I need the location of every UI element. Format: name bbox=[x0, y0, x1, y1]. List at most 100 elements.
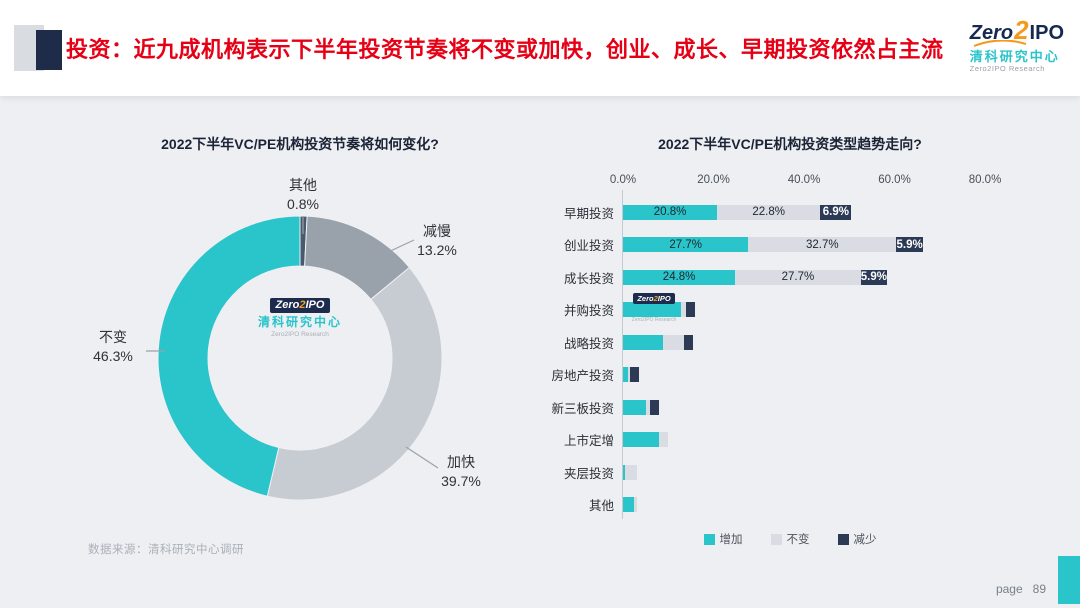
bar-segment-增加: 24.8% bbox=[623, 269, 736, 285]
page-title: 投资：近九成机构表示下半年投资节奏将不变或加快，创业、成长、早期投资依然占主流 bbox=[66, 37, 944, 62]
bar-track bbox=[623, 334, 985, 350]
bar-segment-不变 bbox=[681, 302, 686, 318]
bar-rows: 早期投资 20.8% 22.8% 6.9% 创业投资 27.7% 32.7% 5.9% 成长投资… bbox=[530, 196, 985, 521]
legend-item: 增加 bbox=[703, 531, 743, 547]
bar-row: 夹层投资 bbox=[530, 456, 985, 489]
bar-row: 成长投资 24.8% 27.7% 5.9% bbox=[530, 261, 985, 294]
bar-segment-增加 bbox=[623, 302, 682, 318]
bar-segment-增加 bbox=[623, 497, 635, 513]
x-axis-tick: 20.0% bbox=[697, 174, 730, 186]
bar-x-axis: 0.0% 20.0% 40.0% 60.0% 80.0% bbox=[610, 174, 1001, 190]
x-axis-tick: 40.0% bbox=[787, 174, 821, 186]
bar-segment-增加: 27.7% bbox=[623, 237, 749, 253]
donut-callout-value: 39.7% bbox=[441, 473, 481, 490]
bar-segment-减少: 5.9% bbox=[896, 237, 923, 253]
bar-row: 其他 bbox=[530, 489, 985, 522]
logo-en-text: Zero2IPO Research bbox=[969, 63, 1045, 73]
donut-slice bbox=[266, 266, 443, 501]
bar-track bbox=[623, 464, 985, 480]
donut-callout-value: 13.2% bbox=[417, 242, 457, 259]
donut-callout-value: 0.8% bbox=[287, 196, 319, 213]
bar-track: 24.8% 27.7% 5.9% bbox=[623, 269, 985, 285]
bar-segment-增加 bbox=[623, 464, 626, 480]
donut-callout-value: 46.3% bbox=[93, 348, 133, 365]
bar-legend: 增加 不变 减少 bbox=[570, 531, 1010, 547]
zero2ipo-logo: Zero 2 IPO 清科研究中心 Zero2IPO Research bbox=[970, 16, 1064, 73]
bar-segment-增加: 20.8% bbox=[623, 204, 718, 220]
donut-chart bbox=[157, 215, 443, 501]
bar-segment-增加 bbox=[623, 432, 659, 448]
bar-segment-减少: 5.9% bbox=[860, 269, 888, 285]
donut-callout-label: 不变 bbox=[99, 329, 127, 345]
bar-category-label: 战略投资 bbox=[563, 336, 614, 351]
bar-row: 新三板投资 bbox=[530, 391, 985, 424]
bar-segment-不变: 27.7% bbox=[735, 269, 861, 285]
donut-callout-slow: 减慢 13.2% bbox=[404, 222, 470, 261]
donut-callout-label: 加快 bbox=[447, 454, 475, 470]
x-axis-tick: 80.0% bbox=[968, 174, 1002, 186]
bar-chart-title: 2022下半年VC/PE机构投资类型趋势走向? bbox=[658, 136, 922, 152]
header-accent-navy bbox=[36, 30, 62, 70]
bar-row: 上市定增 bbox=[530, 424, 985, 457]
bar-track: 20.8% 22.8% 6.9% bbox=[623, 204, 985, 220]
bar-segment-减少 bbox=[650, 399, 660, 415]
bar-track bbox=[623, 432, 985, 448]
bar-category-label: 房地产投资 bbox=[551, 369, 614, 384]
bar-segment-不变: 32.7% bbox=[748, 237, 897, 253]
legend-label: 减少 bbox=[853, 534, 877, 546]
bar-category-label: 创业投资 bbox=[563, 239, 614, 254]
bar-segment-不变 bbox=[625, 464, 637, 480]
logo-ipo: IPO bbox=[1029, 22, 1064, 44]
bar-segment-减少 bbox=[629, 367, 639, 383]
bar-chart: 早期投资 20.8% 22.8% 6.9% 创业投资 27.7% 32.7% 5.9% 成长投资… bbox=[530, 190, 985, 521]
donut-slice bbox=[157, 215, 301, 497]
bar-segment-不变 bbox=[627, 367, 630, 383]
bar-track bbox=[623, 497, 985, 513]
donut-callout-stable: 不变 46.3% bbox=[82, 328, 144, 367]
header: 投资：近九成机构表示下半年投资节奏将不变或加快，创业、成长、早期投资依然占主流 … bbox=[0, 0, 1080, 96]
corner-accent bbox=[1058, 556, 1080, 604]
bar-segment-减少 bbox=[685, 302, 695, 318]
bar-row: 房地产投资 bbox=[530, 359, 985, 392]
legend-item: 不变 bbox=[770, 531, 810, 547]
bar-category-label: 成长投资 bbox=[563, 271, 614, 286]
legend-item: 减少 bbox=[837, 531, 877, 547]
legend-swatch bbox=[837, 533, 849, 545]
bar-segment-增加 bbox=[623, 334, 664, 350]
legend-swatch bbox=[703, 533, 715, 545]
logo-cn-text: 清科研究中心 bbox=[969, 48, 1060, 64]
bar-category-label: 上市定增 bbox=[563, 434, 614, 449]
page-label: page bbox=[995, 582, 1023, 596]
legend-swatch bbox=[770, 533, 782, 545]
bar-track bbox=[623, 399, 985, 415]
bar-track: 27.7% 32.7% 5.9% bbox=[623, 237, 985, 253]
bar-category-label: 其他 bbox=[588, 499, 614, 514]
bar-category-label: 早期投资 bbox=[563, 206, 614, 221]
legend-label: 增加 bbox=[719, 534, 743, 546]
logo-swoosh-icon bbox=[973, 39, 1027, 47]
bar-row: 创业投资 27.7% 32.7% 5.9% bbox=[530, 229, 985, 262]
bar-row: 早期投资 20.8% 22.8% 6.9% bbox=[530, 196, 985, 229]
bar-track bbox=[623, 302, 985, 318]
page-number: 89 bbox=[1032, 582, 1046, 596]
bar-segment-减少 bbox=[683, 334, 693, 350]
logo-zero: Zero bbox=[969, 22, 1014, 44]
zero2ipo-wordmark: Zero 2 IPO bbox=[970, 16, 1064, 45]
data-source-note: 数据来源：清科研究中心调研 bbox=[88, 544, 244, 556]
x-axis-tick: 60.0% bbox=[878, 174, 911, 186]
donut-callout-fast: 加快 39.7% bbox=[428, 453, 494, 492]
bar-segment-不变 bbox=[658, 432, 668, 448]
logo-two: 2 bbox=[1014, 15, 1029, 45]
bar-category-label: 新三板投资 bbox=[551, 401, 614, 416]
donut-callout-label: 减慢 bbox=[423, 223, 451, 239]
bar-segment-不变 bbox=[663, 334, 684, 350]
donut-callout-other: 其他 0.8% bbox=[275, 176, 331, 215]
page-indicator: page 89 bbox=[996, 582, 1046, 596]
bar-segment-减少: 6.9% bbox=[820, 204, 852, 220]
bar-segment-不变 bbox=[634, 497, 637, 513]
bar-category-label: 夹层投资 bbox=[563, 466, 614, 481]
bar-segment-增加 bbox=[623, 399, 646, 415]
bar-segment-不变 bbox=[645, 399, 651, 415]
bar-row: 并购投资 bbox=[530, 294, 985, 327]
